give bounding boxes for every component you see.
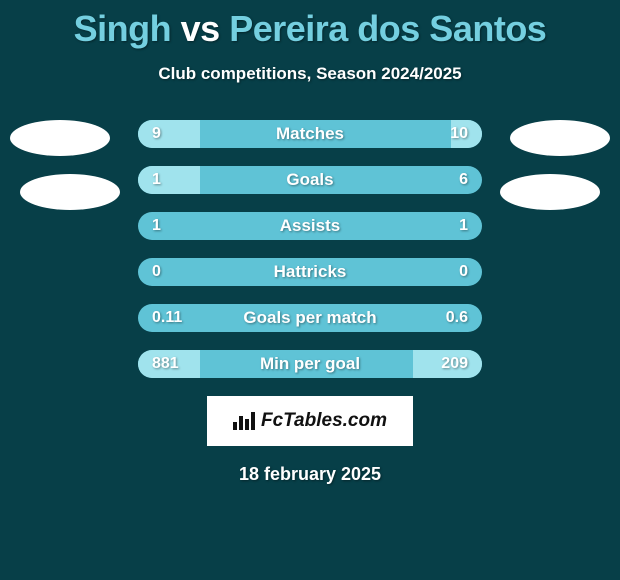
stat-row: 910Matches (138, 120, 482, 148)
chart-icon (233, 412, 255, 430)
subtitle: Club competitions, Season 2024/2025 (0, 64, 620, 84)
stat-label: Hattricks (138, 258, 482, 286)
stat-row: 881209Min per goal (138, 350, 482, 378)
player2-avatar-bottom (500, 174, 600, 210)
stats-container: 910Matches 16Goals 11Assists 00Hattricks 0.1… (138, 120, 482, 378)
player1-avatar-bottom (20, 174, 120, 210)
player1-name: Singh (74, 8, 171, 49)
stat-row: 16Goals (138, 166, 482, 194)
brand-text: FcTables.com (261, 410, 387, 432)
comparison-title: Singh vs Pereira dos Santos (0, 0, 620, 50)
date-text: 18 february 2025 (0, 464, 620, 485)
vs-text: vs (181, 8, 220, 49)
stat-label: Matches (138, 120, 482, 148)
stat-label: Assists (138, 212, 482, 240)
stat-row: 0.110.6Goals per match (138, 304, 482, 332)
player1-avatar-top (10, 120, 110, 156)
player2-name: Pereira dos Santos (229, 8, 546, 49)
stat-label: Goals per match (138, 304, 482, 332)
stat-row: 00Hattricks (138, 258, 482, 286)
stat-label: Min per goal (138, 350, 482, 378)
stat-row: 11Assists (138, 212, 482, 240)
player2-avatar-top (510, 120, 610, 156)
stat-label: Goals (138, 166, 482, 194)
brand-badge: FcTables.com (207, 396, 413, 446)
